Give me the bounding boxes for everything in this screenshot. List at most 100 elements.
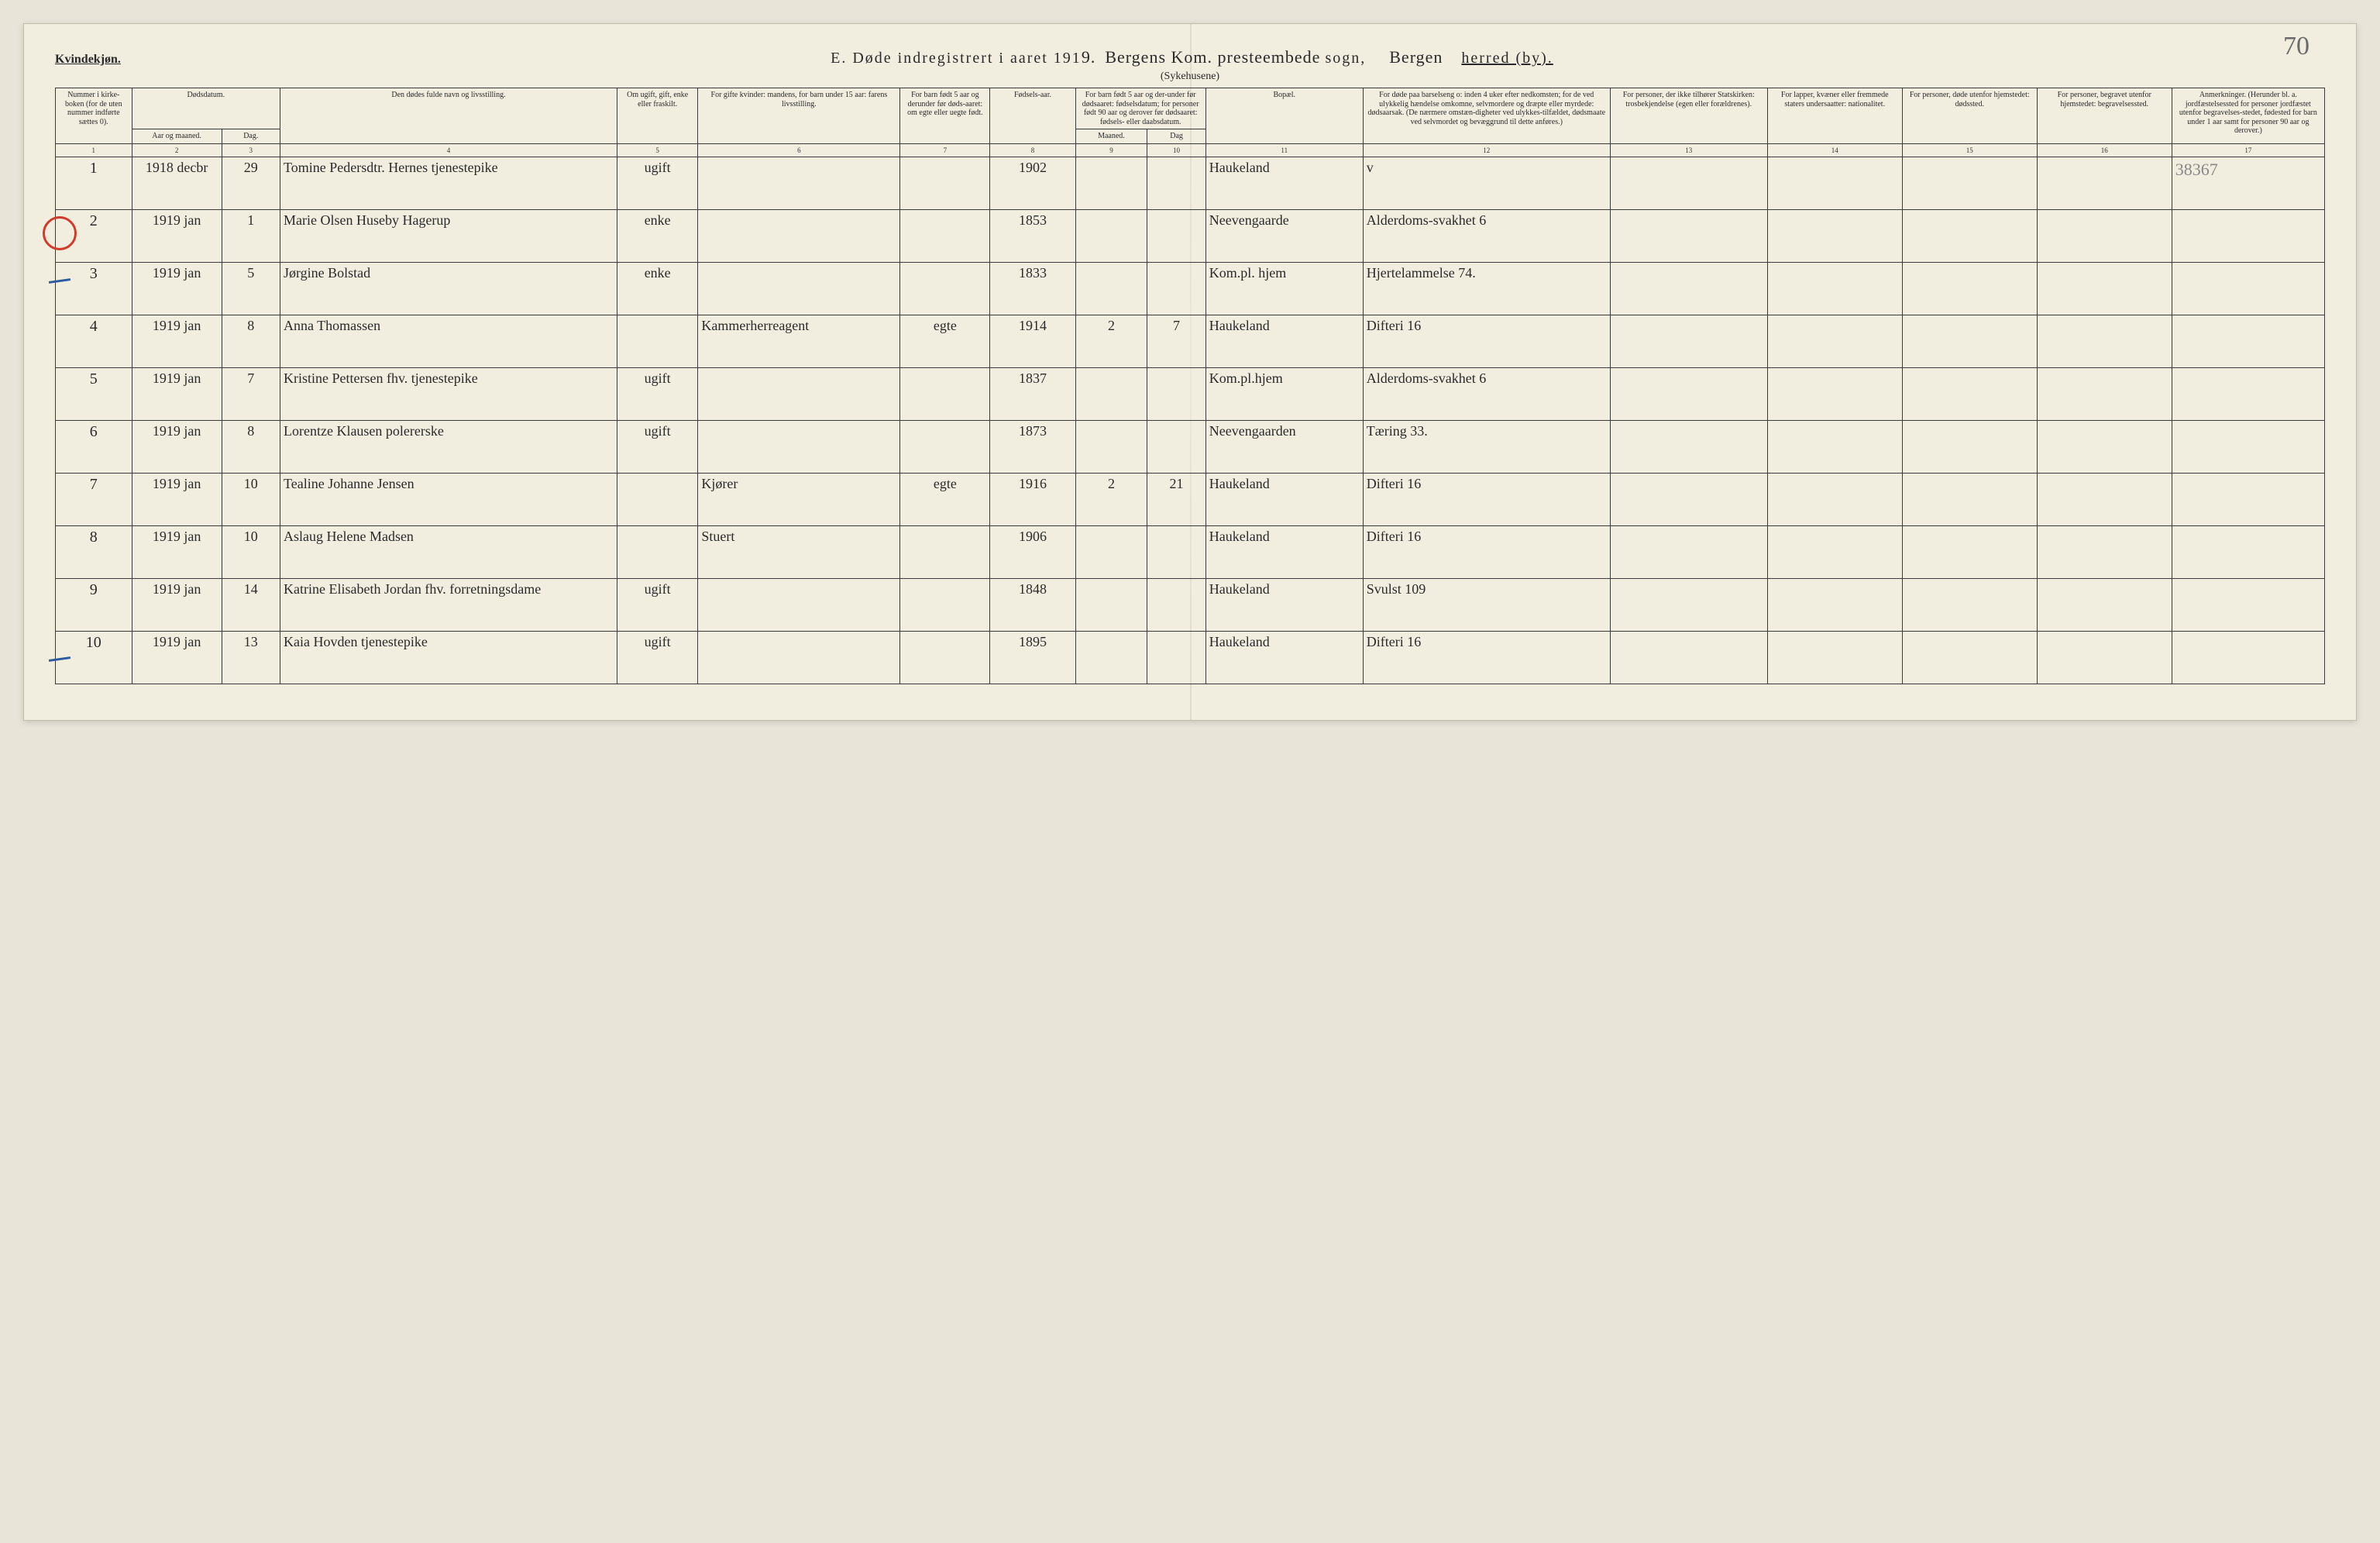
table-cell: 1853 (990, 209, 1075, 262)
table-cell: Alderdoms-svakhet 6 (1363, 367, 1610, 420)
table-cell: Jørgine Bolstad (280, 262, 617, 315)
herred-label: herred (by). (1461, 50, 1553, 67)
table-cell (1767, 209, 1902, 262)
table-cell: ugift (617, 578, 697, 631)
table-cell (1610, 209, 1767, 262)
table-cell (1767, 473, 1902, 525)
table-row: 21919 jan1Marie Olsen Huseby Hagerupenke… (56, 209, 2325, 262)
table-cell (1147, 209, 1205, 262)
table-cell: Kaia Hovden tjenestepike (280, 631, 617, 684)
column-number: 14 (1767, 143, 1902, 157)
table-cell (1610, 420, 1767, 473)
table-cell (1902, 157, 2037, 209)
table-cell (2037, 157, 2172, 209)
col-header: Den dødes fulde navn og livsstilling. (280, 88, 617, 144)
table-cell: Aslaug Helene Madsen (280, 525, 617, 578)
col-header: For gifte kvinder: mandens, for barn und… (698, 88, 900, 144)
table-cell: 38367 (2172, 157, 2324, 209)
table-row: 51919 jan7Kristine Pettersen fhv. tjenes… (56, 367, 2325, 420)
table-cell: 2 (1075, 473, 1147, 525)
table-cell (617, 473, 697, 525)
table-cell (1767, 157, 1902, 209)
table-cell (1902, 420, 2037, 473)
table-row: 31919 jan5Jørgine Bolstadenke1833Kom.pl.… (56, 262, 2325, 315)
table-cell: 14 (222, 578, 280, 631)
table-cell: egte (900, 315, 990, 367)
table-body: 11918 decbr29Tomine Pedersdtr. Hernes tj… (56, 157, 2325, 684)
table-cell (1610, 473, 1767, 525)
table-cell (1902, 315, 2037, 367)
table-cell (1147, 631, 1205, 684)
table-cell (698, 157, 900, 209)
column-number: 9 (1075, 143, 1147, 157)
table-row: 81919 jan10Aslaug Helene MadsenStuert190… (56, 525, 2325, 578)
col-header: Nummer i kirke-boken (for de uten nummer… (56, 88, 132, 144)
table-cell: 1914 (990, 315, 1075, 367)
col-header: Om ugift, gift, enke eller fraskilt. (617, 88, 697, 144)
col-subheader: Dag (1147, 129, 1205, 144)
table-cell: egte (900, 473, 990, 525)
table-cell: Neevengaarde (1205, 209, 1363, 262)
table-cell: 10 (222, 525, 280, 578)
table-cell: 7 (56, 473, 132, 525)
gender-label: Kvindekjøn. (55, 53, 121, 67)
table-row: 11918 decbr29Tomine Pedersdtr. Hernes tj… (56, 157, 2325, 209)
table-cell (1610, 262, 1767, 315)
col-header: For lapper, kvæner eller fremmede stater… (1767, 88, 1902, 144)
table-cell: Stuert (698, 525, 900, 578)
table-cell: 1919 jan (132, 262, 222, 315)
table-cell (1610, 525, 1767, 578)
table-cell: ugift (617, 367, 697, 420)
table-cell: 1919 jan (132, 525, 222, 578)
table-cell: Haukeland (1205, 525, 1363, 578)
table-cell (1767, 367, 1902, 420)
year-suffix: 9. (1082, 47, 1096, 67)
table-cell: Difteri 16 (1363, 315, 1610, 367)
table-cell: 10 (56, 631, 132, 684)
table-cell: 1 (222, 209, 280, 262)
column-number: 8 (990, 143, 1075, 157)
ledger-page: 70 Kvindekjøn. E. Døde indregistrert i a… (23, 23, 2357, 721)
table-cell (698, 209, 900, 262)
table-cell (2037, 315, 2172, 367)
table-cell (900, 525, 990, 578)
col-header: Fødsels-aar. (990, 88, 1075, 144)
parish-sub: (Sykehusene) (1161, 71, 1219, 82)
table-cell: 9 (56, 578, 132, 631)
table-cell: Katrine Elisabeth Jordan fhv. forretning… (280, 578, 617, 631)
table-cell: Svulst 109 (1363, 578, 1610, 631)
table-cell (1075, 157, 1147, 209)
table-cell: Haukeland (1205, 315, 1363, 367)
table-cell: Anna Thomassen (280, 315, 617, 367)
col-header: For døde paa barselseng o: inden 4 uker … (1363, 88, 1610, 144)
table-cell (2037, 525, 2172, 578)
column-number: 11 (1205, 143, 1363, 157)
table-cell: ugift (617, 420, 697, 473)
table-cell: ugift (617, 631, 697, 684)
table-cell (1767, 631, 1902, 684)
header-row: Kvindekjøn. E. Døde indregistrert i aare… (55, 47, 2325, 67)
table-cell: Neevengaarden (1205, 420, 1363, 473)
table-row: 101919 jan13Kaia Hovden tjenestepikeugif… (56, 631, 2325, 684)
table-cell: 2 (56, 209, 132, 262)
table-cell (900, 578, 990, 631)
table-cell (2037, 631, 2172, 684)
table-cell: 1833 (990, 262, 1075, 315)
table-cell: 1919 jan (132, 473, 222, 525)
table-cell (2172, 262, 2324, 315)
table-cell: Tomine Pedersdtr. Hernes tjenestepike (280, 157, 617, 209)
column-number: 12 (1363, 143, 1610, 157)
table-cell (2172, 209, 2324, 262)
table-header: Nummer i kirke-boken (for de uten nummer… (56, 88, 2325, 157)
table-cell: 1906 (990, 525, 1075, 578)
column-number: 1 (56, 143, 132, 157)
table-cell (2172, 631, 2324, 684)
column-number: 3 (222, 143, 280, 157)
table-cell: Tealine Johanne Jensen (280, 473, 617, 525)
parish-script: Bergens Kom. presteembede (1105, 47, 1320, 67)
table-cell: 1848 (990, 578, 1075, 631)
sogn-label: sogn, (1325, 50, 1366, 67)
table-cell: Kom.pl.hjem (1205, 367, 1363, 420)
table-cell (2172, 315, 2324, 367)
table-cell: 1919 jan (132, 631, 222, 684)
